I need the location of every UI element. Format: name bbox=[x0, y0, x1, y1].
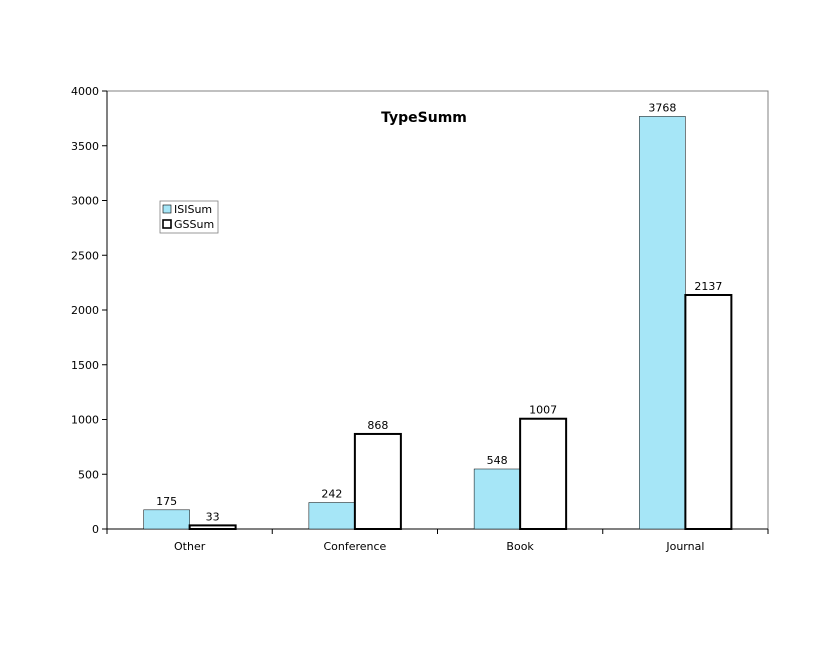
chart-title: TypeSumm bbox=[381, 110, 467, 126]
bar-isisum-journal bbox=[639, 116, 686, 530]
y-tick-label: 0 bbox=[92, 523, 99, 536]
legend-swatch-gssum bbox=[162, 219, 172, 229]
y-axis: 0 500 1000 1500 2000 2500 3000 3500 4000 bbox=[71, 85, 108, 536]
y-tick-label: 3000 bbox=[71, 195, 99, 208]
data-label: 3768 bbox=[648, 101, 676, 114]
data-label: 868 bbox=[367, 419, 388, 432]
bar-isisum-conference bbox=[308, 502, 356, 530]
y-tick-label: 2000 bbox=[71, 304, 99, 317]
x-tick-label: Book bbox=[506, 540, 534, 553]
bar-gssum-book bbox=[519, 417, 568, 530]
data-label: 175 bbox=[156, 495, 177, 508]
data-label: 548 bbox=[487, 454, 508, 467]
bar-isisum-book bbox=[473, 468, 521, 530]
y-tick-label: 1000 bbox=[71, 414, 99, 427]
y-tick-label: 500 bbox=[78, 468, 99, 481]
legend: ISISum GSSum bbox=[159, 200, 219, 234]
legend-label-gssum: GSSum bbox=[174, 218, 214, 231]
y-tick-label: 3500 bbox=[71, 140, 99, 153]
x-tick-label: Conference bbox=[323, 540, 386, 553]
x-tick-label: Other bbox=[174, 540, 206, 553]
bar-gssum-journal bbox=[684, 293, 733, 530]
data-labels-group: 175 33 242 868 548 1007 3768 2137 bbox=[156, 101, 722, 523]
x-tick-label: Journal bbox=[665, 540, 704, 553]
data-label: 242 bbox=[321, 488, 342, 501]
data-label: 2137 bbox=[694, 280, 722, 293]
bar-gssum-other bbox=[188, 524, 237, 530]
bar-isisum-other bbox=[143, 509, 190, 530]
y-tick-label: 1500 bbox=[71, 359, 99, 372]
data-label: 33 bbox=[206, 510, 220, 523]
data-label: 1007 bbox=[529, 404, 557, 417]
bars-group bbox=[143, 116, 733, 531]
bar-gssum-conference bbox=[353, 432, 402, 531]
legend-label-isisum: ISISum bbox=[174, 203, 212, 216]
y-tick-label: 2500 bbox=[71, 249, 99, 262]
legend-swatch-isisum bbox=[162, 204, 172, 214]
x-axis: Other Conference Book Journal bbox=[106, 528, 769, 553]
y-tick-label: 4000 bbox=[71, 85, 99, 98]
